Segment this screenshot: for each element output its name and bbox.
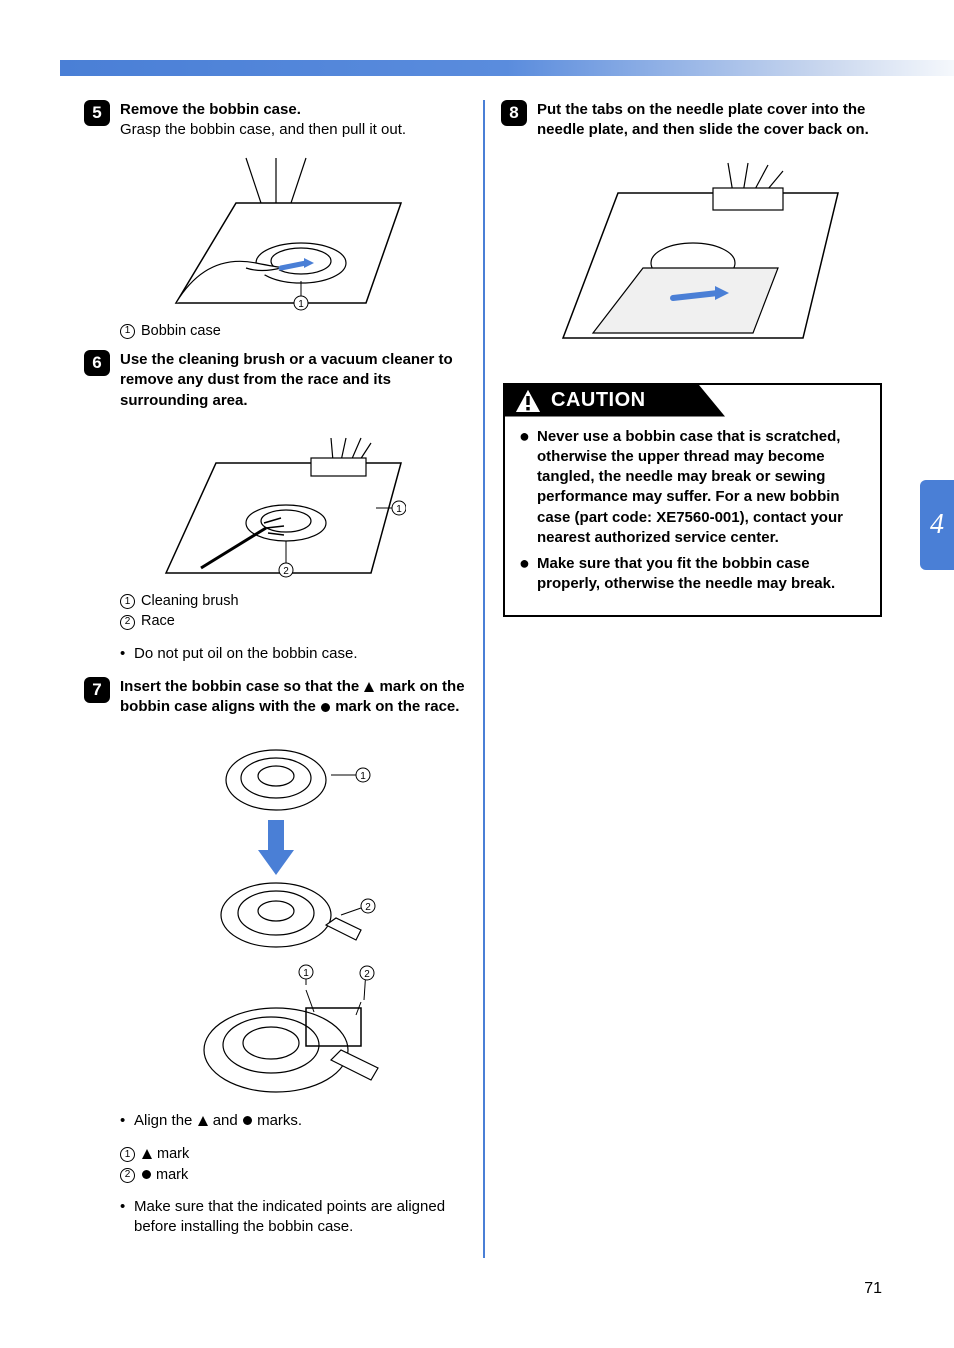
text-fragment: and — [209, 1112, 242, 1129]
step-6: 6 Use the cleaning brush or a vacuum cle… — [84, 350, 467, 411]
callout-row: 1 Cleaning brush — [120, 592, 467, 612]
step-body: Put the tabs on the needle plate cover i… — [537, 100, 884, 141]
bullet-dot-icon: ● — [519, 427, 537, 549]
callout-num-icon: 2 — [120, 1168, 135, 1183]
caution-item: ● Never use a bobbin case that is scratc… — [519, 427, 866, 549]
step-title: Put the tabs on the needle plate cover i… — [537, 101, 869, 138]
callout-label: Race — [141, 612, 175, 632]
svg-text:2: 2 — [283, 566, 289, 577]
section-tab: 4 — [920, 480, 954, 570]
figure-insert-bobbin: 1 2 1 2 — [146, 730, 406, 1100]
text-fragment: Align the — [134, 1112, 197, 1129]
callout-list: 1 Cleaning brush 2 Race — [120, 591, 467, 633]
page-content: 5 Remove the bobbin case. Grasp the bobb… — [84, 100, 884, 1258]
step-title: Use the cleaning brush or a vacuum clean… — [120, 351, 453, 409]
triangle-icon — [141, 1148, 153, 1160]
caution-text: Make sure that you fit the bobbin case p… — [537, 554, 866, 595]
figure-cleaning-brush: 1 2 — [146, 423, 406, 583]
caution-items: ● Never use a bobbin case that is scratc… — [505, 417, 880, 615]
callout-row: 1 Bobbin case — [120, 322, 467, 342]
step-8: 8 Put the tabs on the needle plate cover… — [501, 100, 884, 141]
step-title: Insert the bobbin case so that the mark … — [120, 678, 465, 715]
callout-label: mark — [141, 1166, 188, 1186]
step-num: 7 — [84, 677, 114, 718]
callout-list: 1 mark 2 mark — [120, 1144, 467, 1186]
callout-num-icon: 1 — [120, 324, 135, 339]
step-body: Insert the bobbin case so that the mark … — [120, 677, 467, 718]
left-column: 5 Remove the bobbin case. Grasp the bobb… — [84, 100, 479, 1258]
bullet-row: • Align the and marks. — [120, 1111, 467, 1131]
step-num: 5 — [84, 100, 114, 141]
text-fragment: mark on the race. — [331, 698, 459, 715]
caution-text: Never use a bobbin case that is scratche… — [537, 427, 866, 549]
caution-title: CAUTION — [551, 387, 646, 414]
bullet-dot-icon: • — [120, 1111, 134, 1131]
text-fragment: mark — [153, 1146, 189, 1162]
step-text: Grasp the bobbin case, and then pull it … — [120, 121, 406, 138]
figure-needle-plate-cover — [543, 153, 843, 353]
bullet-text: Align the and marks. — [134, 1111, 302, 1131]
text-fragment: marks. — [253, 1112, 302, 1129]
svg-text:2: 2 — [365, 902, 371, 913]
column-divider — [483, 100, 485, 1258]
bullet-text: Make sure that the indicated points are … — [134, 1197, 467, 1238]
circle-icon — [320, 702, 331, 713]
caution-item: ● Make sure that you fit the bobbin case… — [519, 554, 866, 595]
step-body: Use the cleaning brush or a vacuum clean… — [120, 350, 467, 411]
text-fragment: mark — [152, 1167, 188, 1183]
callout-list: 1 Bobbin case — [120, 321, 467, 343]
bullet-dot-icon: ● — [519, 554, 537, 595]
svg-text:1: 1 — [303, 968, 309, 979]
callout-num-icon: 2 — [120, 615, 135, 630]
callout-row: 2 Race — [120, 612, 467, 632]
bullet-dot-icon: • — [120, 1197, 134, 1238]
step-title: Remove the bobbin case. — [120, 101, 301, 118]
callout-num-icon: 1 — [120, 594, 135, 609]
step-body: Remove the bobbin case. Grasp the bobbin… — [120, 100, 467, 141]
bullet-list: • Do not put oil on the bobbin case. — [120, 641, 467, 667]
page-number: 71 — [864, 1278, 882, 1300]
triangle-icon — [363, 681, 375, 693]
callout-label: Cleaning brush — [141, 592, 239, 612]
circle-icon — [242, 1115, 253, 1126]
bullet-row: • Do not put oil on the bobbin case. — [120, 644, 467, 664]
triangle-icon — [197, 1115, 209, 1127]
step-num: 8 — [501, 100, 531, 141]
step-number-badge: 7 — [84, 677, 110, 703]
callout-num-icon: 1 — [120, 1147, 135, 1162]
step-number-badge: 5 — [84, 100, 110, 126]
header-gradient-bar — [60, 60, 954, 76]
svg-text:1: 1 — [360, 771, 366, 782]
bullet-text: Do not put oil on the bobbin case. — [134, 644, 358, 664]
step-num: 6 — [84, 350, 114, 411]
bullet-dot-icon: • — [120, 644, 134, 664]
step-number-badge: 6 — [84, 350, 110, 376]
warning-icon — [515, 389, 541, 413]
text-fragment: Insert the bobbin case so that the — [120, 678, 363, 695]
caution-box: CAUTION ● Never use a bobbin case that i… — [503, 383, 882, 617]
callout-row: 1 mark — [120, 1145, 467, 1165]
svg-text:1: 1 — [396, 504, 402, 515]
step-5: 5 Remove the bobbin case. Grasp the bobb… — [84, 100, 467, 141]
callout-label: mark — [141, 1145, 189, 1165]
svg-text:1: 1 — [298, 299, 304, 310]
step-7: 7 Insert the bobbin case so that the mar… — [84, 677, 467, 718]
bullet-list: • Align the and marks. — [120, 1108, 467, 1134]
circle-icon — [141, 1169, 152, 1180]
section-tab-number: 4 — [930, 506, 944, 544]
callout-label: Bobbin case — [141, 322, 221, 342]
step-number-badge: 8 — [501, 100, 527, 126]
figure-bobbin-case: 1 — [146, 153, 406, 313]
callout-row: 2 mark — [120, 1166, 467, 1186]
bullet-list: • Make sure that the indicated points ar… — [120, 1194, 467, 1241]
caution-header: CAUTION — [505, 385, 880, 417]
right-column: 8 Put the tabs on the needle plate cover… — [489, 100, 884, 1258]
svg-text:2: 2 — [364, 969, 370, 980]
bullet-row: • Make sure that the indicated points ar… — [120, 1197, 467, 1238]
